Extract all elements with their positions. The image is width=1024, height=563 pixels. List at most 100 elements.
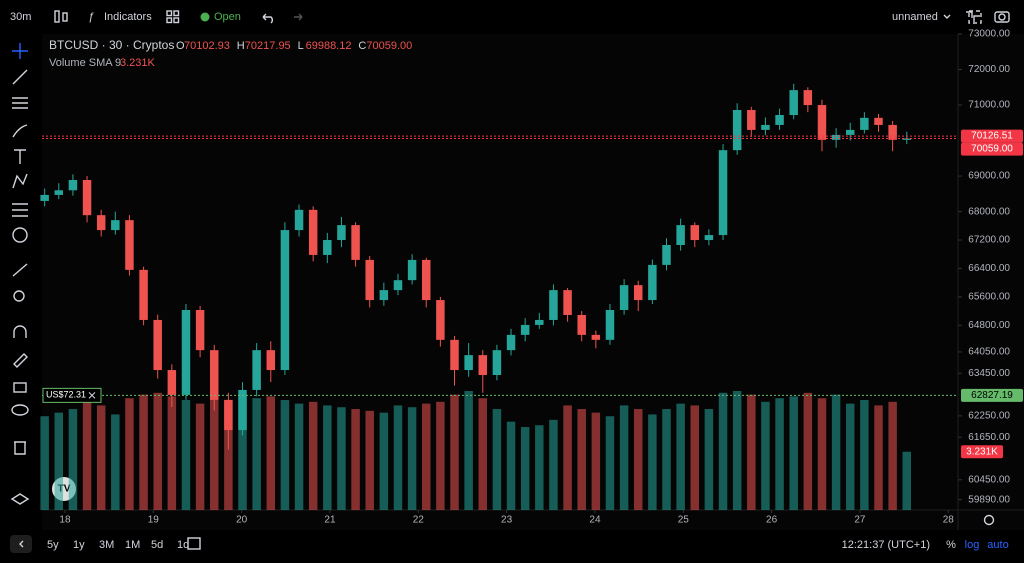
candle-body [111,220,120,231]
y-tick-label: 67200.00 [968,235,1010,246]
y-tick-label: 59890.00 [968,494,1010,505]
candle-body [732,110,742,151]
brush-tool[interactable] [12,124,28,138]
volume-bar [520,427,530,510]
candle-body [379,290,389,301]
range-button[interactable]: 3M [99,539,114,551]
candle-body [153,319,162,371]
layout-name[interactable]: unnamed [892,11,938,23]
screenshot-button[interactable] [994,11,1010,23]
volume-bar [478,398,488,510]
undo-button[interactable] [262,13,273,24]
fullscreen-button[interactable] [968,10,982,24]
y-tick-label: 66400.00 [968,263,1010,274]
text-tool[interactable] [14,149,26,164]
object-tree[interactable] [10,493,30,505]
volume-bar [224,401,233,510]
x-tick-label: 22 [413,515,425,526]
collapse-button[interactable] [10,535,32,553]
candle-body [619,285,629,311]
goto-date-button[interactable] [187,537,201,550]
range-button[interactable]: 5d [151,539,163,551]
candle-body [195,310,205,351]
candle-body [422,259,431,301]
volume-bar [195,403,205,510]
volume-bar [591,412,601,510]
candle-body [266,350,276,371]
candle-body [662,245,671,265]
candle-body [167,370,177,395]
range-button[interactable]: 1M [125,539,140,551]
x-tick-label: 18 [59,515,71,526]
interval-button[interactable]: 30m [10,11,31,23]
candle-body [520,324,530,335]
candle-body [789,90,798,115]
volume-bar [210,396,219,510]
volume-bar [139,394,148,510]
candle-body [860,117,869,130]
fib-tool[interactable] [12,97,28,109]
range-button[interactable]: 1d [177,539,189,551]
ohlc-key: H [237,40,245,52]
drawing-toolbar [10,43,30,505]
candle-body [831,134,841,140]
layout-dropdown[interactable] [943,14,951,19]
candle-body [139,269,148,320]
crosshair-tool[interactable] [12,43,28,59]
ruler-tool[interactable] [12,263,28,277]
emoji-tool[interactable] [12,227,28,243]
range-button[interactable]: 1y [73,539,85,551]
ohlc-key: C [358,40,366,52]
visibility-tool[interactable] [11,404,29,416]
indicators-button[interactable]: Indicators [104,11,152,23]
delete-tool[interactable] [14,441,26,455]
candle-type-icon[interactable] [54,10,68,23]
x-tick-label: 19 [148,515,160,526]
volume-bar [704,409,714,510]
y-tick-label: 64800.00 [968,320,1010,331]
candle-body [308,209,318,255]
ohlc-legend: O 70102.93 H 70217.95 L 69988.12 C 70059.00 [176,40,412,52]
candle-body [874,117,883,125]
prediction-tool[interactable] [12,203,28,217]
candle-body [704,235,714,241]
trend-line-tool[interactable] [12,69,28,85]
volume-bar [40,416,49,510]
candle-body [761,124,770,130]
candle-body [280,230,290,371]
settings-button[interactable] [983,514,995,526]
market-status: Open [214,11,241,23]
volume-bar [874,405,883,510]
order-label-box [42,387,102,403]
y-tick-label: 61650.00 [968,432,1010,443]
candle-body [902,138,912,140]
auto-toggle[interactable]: auto [987,539,1008,551]
volume-bar [888,401,897,510]
magnet-tool[interactable] [13,325,27,338]
x-tick-label: 24 [589,515,601,526]
candle-body [294,209,304,231]
range-buttons: 5y 1y 3M 1M 5d 1d [47,539,189,551]
lock-tool[interactable] [13,382,27,393]
templates-icon[interactable] [166,10,180,24]
percent-toggle[interactable]: % [946,539,956,551]
candle-body [252,350,261,390]
y-tick-label: 65600.00 [968,292,1010,303]
lock-draw-tool[interactable] [13,353,28,368]
fullscreen-alt[interactable] [966,11,980,22]
pattern-tool[interactable] [12,173,28,189]
volume-bar [648,414,657,510]
log-toggle[interactable]: log [965,539,980,551]
volume-bar [775,398,784,510]
x-tick-label: 26 [766,515,778,526]
candle-body [633,285,643,301]
volume-bar [238,394,247,510]
range-button[interactable]: 5y [47,539,59,551]
x-tick-label: 20 [236,515,248,526]
volume-bar [252,398,261,510]
volume-bar [125,398,134,510]
y-tick-label: 64050.00 [968,347,1010,358]
zoom-tool[interactable] [13,290,25,302]
redo-button[interactable] [294,13,303,21]
